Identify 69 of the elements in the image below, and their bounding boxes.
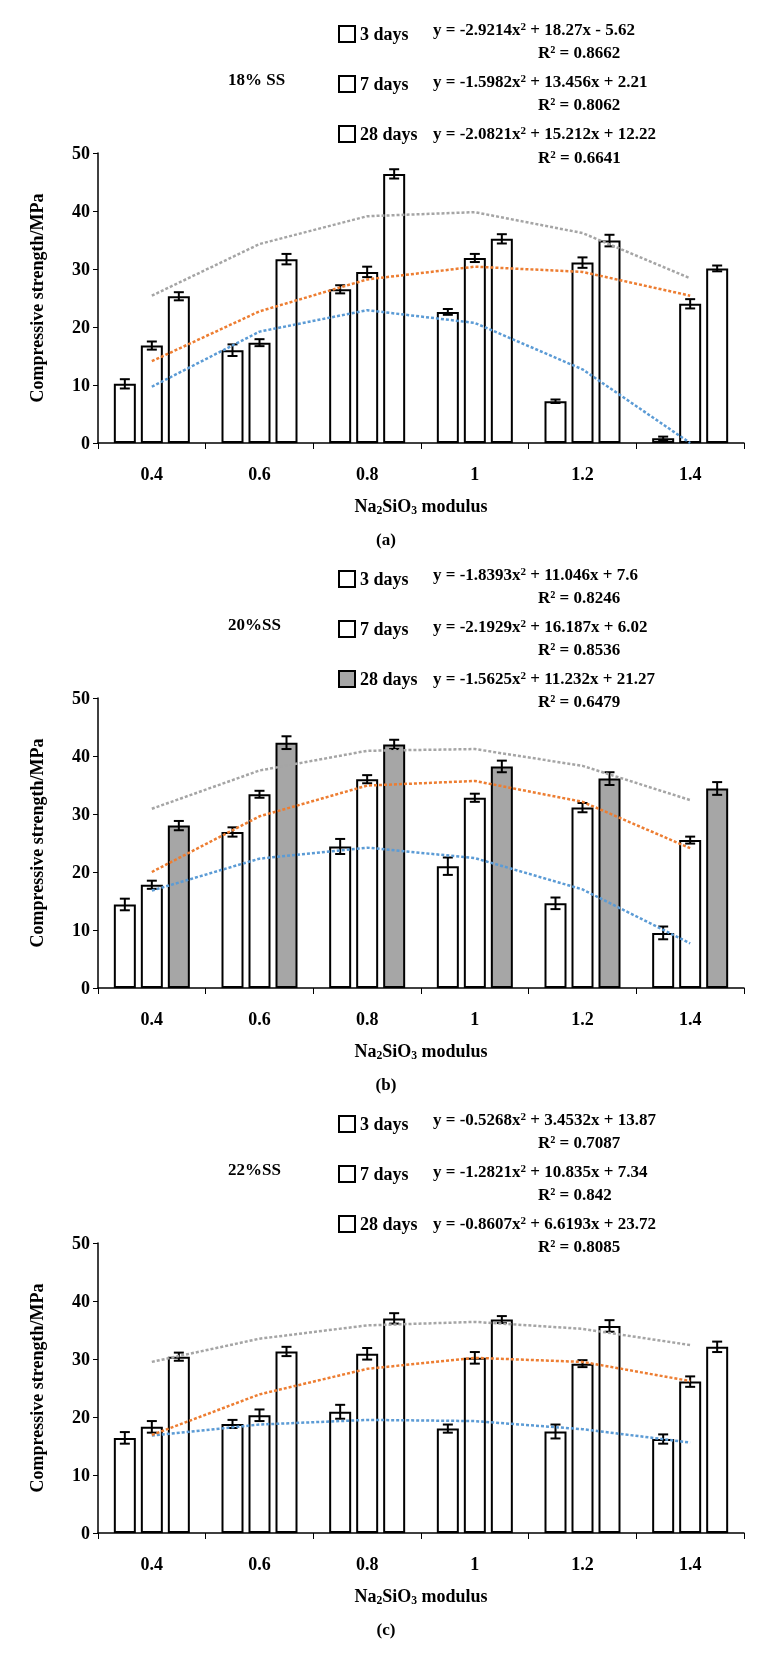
text: R² = 0.8246 — [538, 588, 621, 607]
x-tick-label: 0.4 — [140, 464, 164, 484]
x-tick-label: 1.4 — [678, 1009, 702, 1029]
y-tick-label: 0 — [81, 433, 90, 453]
y-tick-label: 20 — [72, 862, 90, 882]
x-tick-label: 1.2 — [571, 1554, 594, 1574]
x-tick-label: 1.2 — [571, 1009, 594, 1029]
y-tick-label: 30 — [72, 804, 90, 824]
chart-title: 22%SS — [228, 1160, 281, 1179]
y-tick-label: 40 — [72, 746, 90, 766]
y-tick-label: 10 — [72, 920, 90, 940]
x-tick-label: 0.8 — [355, 1009, 379, 1029]
x-tick-label: 0.4 — [140, 1009, 164, 1029]
chart-title: 20%SS — [228, 615, 281, 634]
x-tick-label: 0.6 — [248, 1009, 271, 1029]
line-series — [150, 779, 692, 874]
y-tick-label: 50 — [72, 688, 90, 708]
legend-label: 7 days — [360, 619, 409, 639]
line-series — [150, 210, 692, 297]
x-tick-label: 1 — [470, 1554, 480, 1574]
line-series — [150, 846, 692, 945]
text: (c) — [376, 1620, 396, 1639]
y-axis-title: Compressive strength/MPa — [27, 193, 47, 403]
x-tick-label: 0.8 — [355, 1554, 379, 1574]
x-tick-label: 0.8 — [355, 464, 379, 484]
y-tick-label: 10 — [72, 375, 90, 395]
x-tick-label: 1.4 — [678, 464, 702, 484]
x-tick-label: 0.6 — [248, 464, 271, 484]
annotation: R² = 0.8085 — [538, 1237, 621, 1256]
y-tick-label: 50 — [72, 143, 90, 163]
legend-label: 28 days — [360, 1214, 418, 1234]
x-tick-label: 1.2 — [571, 464, 594, 484]
legend-label: 28 days — [360, 124, 418, 144]
y-tick-label: 30 — [72, 1349, 90, 1369]
line-series — [150, 1320, 692, 1364]
y-tick-label: 30 — [72, 259, 90, 279]
y-tick-label: 20 — [72, 1407, 90, 1427]
text: R² = 0.7087 — [538, 1133, 621, 1152]
y-tick-label: 20 — [72, 317, 90, 337]
y-tick-label: 40 — [72, 1291, 90, 1311]
legend-label: 28 days — [360, 669, 418, 689]
y-tick-label: 40 — [72, 201, 90, 221]
y-tick-label: 0 — [81, 978, 90, 998]
text: (b) — [375, 1075, 397, 1094]
line-series — [150, 1356, 692, 1437]
line-series — [150, 308, 692, 445]
y-tick-label: 50 — [72, 1233, 90, 1253]
legend-label: 7 days — [360, 1164, 409, 1184]
x-tick-label: 1 — [470, 464, 480, 484]
x-tick-label: 1 — [470, 1009, 480, 1029]
x-tick-label: 0.6 — [248, 1554, 271, 1574]
text: R² = 0.842 — [538, 1185, 612, 1204]
text: R² = 0.8062 — [538, 95, 621, 114]
y-axis-title: Compressive strength/MPa — [27, 1283, 47, 1493]
y-tick-label: 0 — [81, 1523, 90, 1543]
x-tick-label: 1.4 — [678, 1554, 702, 1574]
annotation: R² = 0.6479 — [538, 692, 621, 711]
y-axis-title: Compressive strength/MPa — [27, 738, 47, 948]
y-tick-label: 10 — [72, 1465, 90, 1485]
text: R² = 0.8536 — [538, 640, 621, 659]
x-tick-label: 0.4 — [140, 1554, 164, 1574]
chart-title: 18% SS — [228, 70, 286, 89]
text: (a) — [376, 530, 396, 549]
line-series — [150, 265, 692, 363]
text: R² = 0.8662 — [538, 43, 621, 62]
legend-label: 3 days — [360, 1114, 409, 1134]
legend-label: 3 days — [360, 569, 409, 589]
legend-label: 7 days — [360, 74, 409, 94]
legend-label: 3 days — [360, 24, 409, 44]
